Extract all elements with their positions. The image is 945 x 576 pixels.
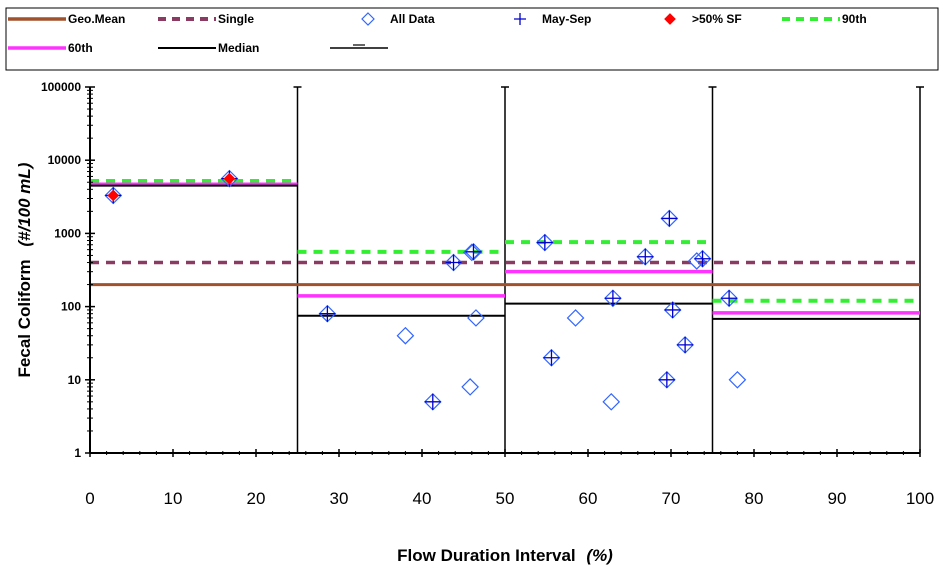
all-data-point-23 <box>728 370 747 389</box>
y-axis-unit: (#/100 mL) <box>15 162 34 246</box>
legend-filled-diamond-marker <box>664 13 676 25</box>
may-sep-point-3 <box>424 393 441 410</box>
x-tick-label: 50 <box>496 489 515 508</box>
all-data-point-3 <box>396 326 415 345</box>
y-tick-label: 10 <box>68 373 82 387</box>
legend-label: 90th <box>842 12 867 26</box>
x-axis: 0 10 20 30 40 50 60 70 80 90 100 <box>85 449 934 508</box>
y-tick-label: 100000 <box>41 80 81 94</box>
may-sep-point-12 <box>664 301 681 318</box>
legend-item-alldata: All Data <box>361 12 435 26</box>
y-tick-label: 1000 <box>54 226 81 240</box>
legend-item-p90: 90th <box>782 12 867 26</box>
all-data-point-7 <box>462 243 481 262</box>
may-sep-point-10 <box>658 371 675 388</box>
may-sep-point-6 <box>536 234 553 251</box>
legend-diamond-marker <box>361 12 375 26</box>
legend-plus-marker <box>514 13 526 25</box>
legend-item-median: Median <box>158 41 259 55</box>
may-sep-point-15 <box>721 290 738 307</box>
all-data-point-12 <box>566 309 585 327</box>
sf-point-0 <box>107 189 120 202</box>
plot-area <box>90 86 924 453</box>
legend-item-geomean: Geo.Mean <box>8 12 125 26</box>
y-axis-label: Fecal Coliform <box>15 259 34 377</box>
y-axis: 1 10 100 1000 10000 100000 <box>41 80 95 460</box>
legend-item-maysep: May-Sep <box>514 12 591 26</box>
may-sep-point-5 <box>465 243 482 260</box>
x-axis-title: Flow Duration Interval (%) <box>397 546 613 565</box>
all-data-point-13 <box>602 392 621 411</box>
may-sep-point-7 <box>543 349 560 366</box>
x-tick-label: 10 <box>164 489 183 508</box>
legend: Geo.Mean Single All Data May-Sep >50% SF 90th… <box>5 7 939 71</box>
all-data-point-9 <box>467 309 485 327</box>
x-axis-label: Flow Duration Interval <box>397 546 576 565</box>
x-axis-unit: (%) <box>586 546 613 565</box>
legend-label: Median <box>218 41 259 55</box>
legend-label: May-Sep <box>542 12 591 26</box>
legend-label: Single <box>218 12 254 26</box>
legend-label: >50% SF <box>692 12 742 26</box>
x-tick-label: 70 <box>662 489 681 508</box>
x-tick-label: 20 <box>247 489 266 508</box>
y-tick-label: 10000 <box>48 153 82 167</box>
may-sep-point-8 <box>604 290 621 307</box>
y-axis-title: Fecal Coliform (#/100 mL) <box>15 162 34 377</box>
may-sep-point-13 <box>677 336 694 353</box>
x-tick-label: 0 <box>85 489 94 508</box>
may-sep-point-2 <box>319 305 336 322</box>
legend-item-single: Single <box>158 12 254 26</box>
y-tick-label: 100 <box>61 300 81 314</box>
may-sep-point-14 <box>694 250 711 267</box>
legend-label: All Data <box>390 12 435 26</box>
legend-label: Geo.Mean <box>68 12 125 26</box>
legend-item-errbar <box>330 44 388 49</box>
x-tick-label: 100 <box>906 489 934 508</box>
x-tick-label: 60 <box>579 489 598 508</box>
sf-point-1 <box>223 172 236 185</box>
legend-item-sf: >50% SF <box>664 12 742 26</box>
may-sep-point-9 <box>637 248 654 265</box>
y-tick-label: 1 <box>74 446 81 460</box>
x-tick-label: 40 <box>413 489 432 508</box>
x-tick-label: 30 <box>330 489 349 508</box>
legend-item-p60: 60th <box>8 41 93 55</box>
may-sep-point-11 <box>661 210 678 227</box>
may-sep-point-4 <box>445 254 462 271</box>
legend-label: 60th <box>68 41 93 55</box>
all-data-point-6 <box>461 378 479 396</box>
x-tick-label: 80 <box>745 489 764 508</box>
x-tick-label: 90 <box>828 489 847 508</box>
